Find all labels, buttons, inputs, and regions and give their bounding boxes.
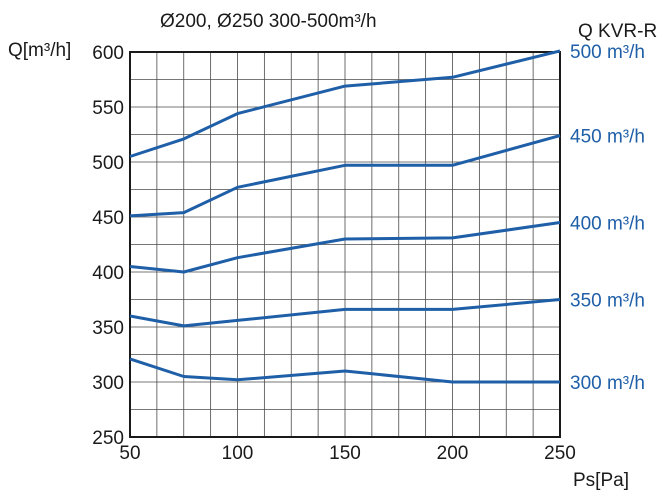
series-line-0	[129, 49, 561, 158]
y-axis-title: Q[m³/h]	[8, 40, 71, 61]
right-axis-title: Q KVR-R	[578, 21, 657, 42]
series-group	[129, 49, 561, 384]
series-label-4: 300 m³/h	[570, 373, 645, 394]
x-tick-label: 100	[222, 443, 254, 464]
y-tick-label: 250	[92, 428, 124, 449]
y-tick-labels: 250 300 350 400 450 500 550 600	[92, 43, 124, 449]
y-tick-label: 300	[92, 373, 124, 394]
x-axis-title: Ps[Pa]	[573, 470, 629, 491]
series-labels: 500 m³/h 450 m³/h 400 m³/h 350 m³/h 300 m³/h	[570, 42, 645, 394]
x-tick-label: 50	[119, 443, 140, 464]
series-line-3	[129, 298, 561, 328]
plot-frame	[129, 51, 561, 438]
x-tick-labels: 50 100 150 200 250	[119, 443, 575, 464]
chart-title: Ø200, Ø250 300-500m³/h	[160, 11, 377, 32]
series-line-1	[129, 134, 561, 218]
series-line-4	[129, 357, 560, 384]
y-tick-label: 350	[92, 318, 124, 339]
series-line-2	[129, 221, 561, 274]
series-label-2: 400 m³/h	[570, 214, 645, 235]
grid	[130, 52, 560, 437]
x-tick-label: 250	[544, 443, 576, 464]
y-tick-label: 400	[92, 263, 124, 284]
series-label-1: 450 m³/h	[570, 127, 645, 148]
y-tick-label: 550	[92, 98, 124, 119]
y-tick-label: 500	[92, 153, 124, 174]
x-tick-label: 200	[437, 443, 469, 464]
series-label-0: 500 m³/h	[570, 42, 645, 63]
y-tick-label: 600	[92, 43, 124, 64]
y-tick-label: 450	[92, 208, 124, 229]
x-tick-label: 150	[329, 443, 361, 464]
series-label-3: 350 m³/h	[570, 291, 645, 312]
